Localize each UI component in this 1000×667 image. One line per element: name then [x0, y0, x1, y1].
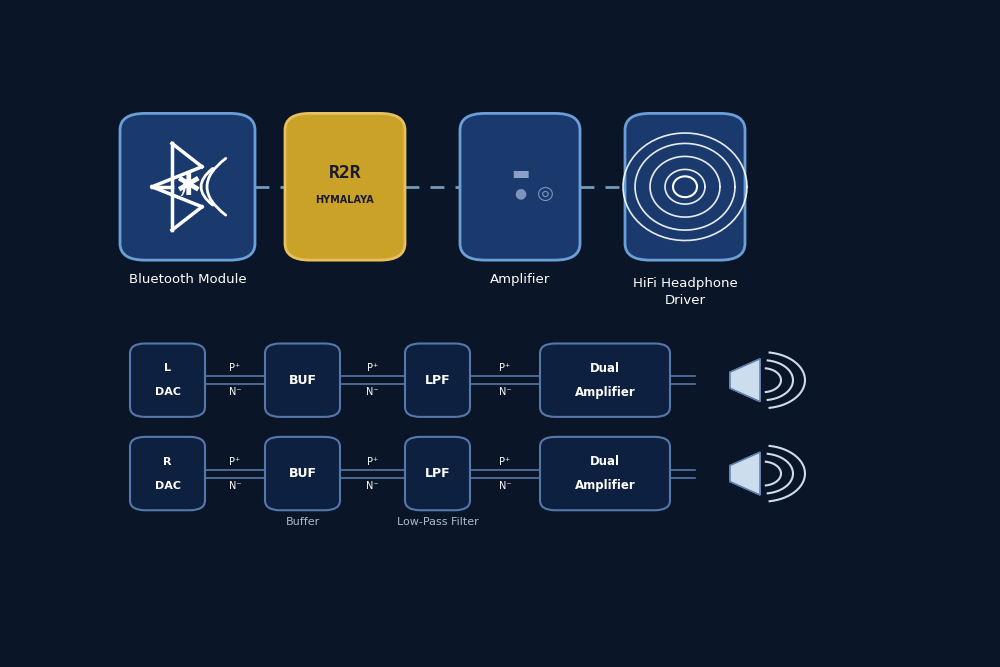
Text: BUF: BUF [288, 467, 316, 480]
Text: P⁺: P⁺ [229, 457, 241, 466]
Text: P⁺: P⁺ [229, 364, 241, 373]
Text: DAC: DAC [154, 388, 180, 397]
Text: N⁻: N⁻ [499, 481, 511, 490]
Text: P⁺: P⁺ [367, 457, 378, 466]
Text: ✱: ✱ [175, 172, 200, 201]
Text: N⁻: N⁻ [229, 481, 241, 490]
FancyBboxPatch shape [285, 113, 405, 260]
Text: Dual: Dual [590, 455, 620, 468]
Text: N⁻: N⁻ [499, 388, 511, 397]
Text: Amplifier: Amplifier [575, 386, 635, 399]
FancyBboxPatch shape [460, 113, 580, 260]
FancyBboxPatch shape [540, 344, 670, 417]
Text: Amplifier: Amplifier [575, 479, 635, 492]
Text: Dual: Dual [590, 362, 620, 375]
Polygon shape [730, 359, 760, 402]
Text: R: R [163, 457, 172, 466]
Text: BUF: BUF [288, 374, 316, 387]
Text: ◎: ◎ [536, 184, 554, 203]
Text: ⦿: ⦿ [164, 168, 187, 205]
FancyBboxPatch shape [265, 344, 340, 417]
FancyBboxPatch shape [405, 344, 470, 417]
Text: Low-Pass Filter: Low-Pass Filter [397, 517, 479, 526]
FancyBboxPatch shape [265, 437, 340, 510]
Text: N⁻: N⁻ [229, 388, 241, 397]
Text: ●: ● [514, 187, 526, 200]
Text: ): ) [178, 177, 187, 197]
Text: N⁻: N⁻ [366, 481, 379, 490]
FancyBboxPatch shape [540, 437, 670, 510]
Text: ▬: ▬ [511, 164, 529, 183]
Text: N⁻: N⁻ [366, 388, 379, 397]
Text: L: L [164, 364, 171, 373]
Text: HYMALAYA: HYMALAYA [316, 195, 374, 205]
Polygon shape [730, 452, 760, 495]
Text: R2R: R2R [329, 165, 361, 182]
Text: LPF: LPF [425, 374, 450, 387]
Text: Buffer: Buffer [286, 517, 320, 526]
Text: P⁺: P⁺ [499, 457, 511, 466]
FancyBboxPatch shape [120, 113, 255, 260]
FancyBboxPatch shape [405, 437, 470, 510]
Text: Bluetooth Module: Bluetooth Module [129, 273, 246, 286]
Text: LPF: LPF [425, 467, 450, 480]
FancyBboxPatch shape [625, 113, 745, 260]
FancyBboxPatch shape [130, 344, 205, 417]
Text: HiFi Headphone
Driver: HiFi Headphone Driver [633, 277, 737, 307]
FancyBboxPatch shape [130, 437, 205, 510]
Text: Amplifier: Amplifier [490, 273, 550, 286]
Text: DAC: DAC [154, 481, 180, 490]
Text: P⁺: P⁺ [499, 364, 511, 373]
Text: P⁺: P⁺ [367, 364, 378, 373]
